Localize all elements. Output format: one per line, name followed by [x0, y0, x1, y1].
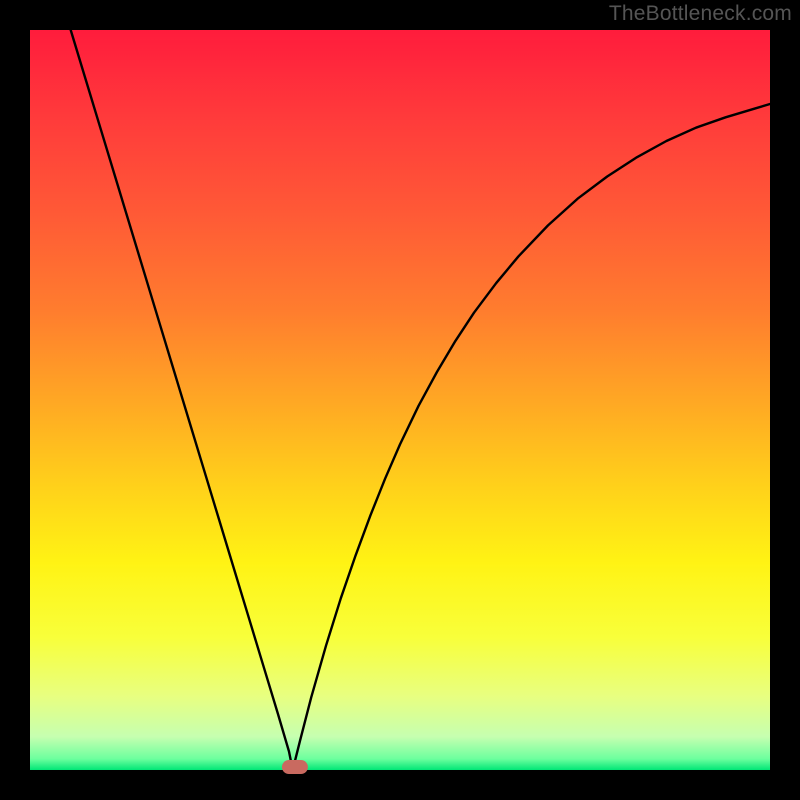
- chart-plot-area: [30, 30, 770, 770]
- watermark-text: TheBottleneck.com: [609, 2, 792, 26]
- chart-svg: [0, 0, 800, 800]
- minimum-marker: [282, 760, 308, 774]
- bottleneck-chart: TheBottleneck.com: [0, 0, 800, 800]
